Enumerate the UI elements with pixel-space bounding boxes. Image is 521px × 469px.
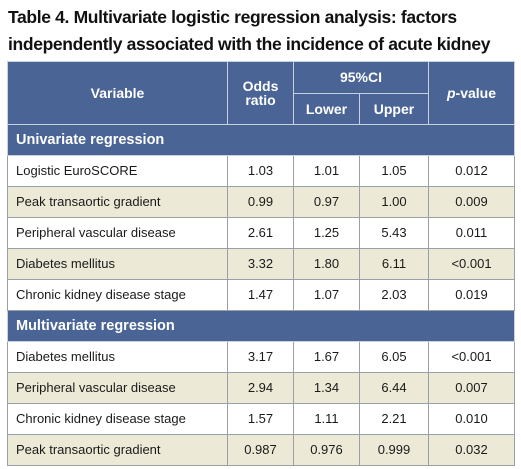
cell-p-value: 0.012 bbox=[428, 155, 515, 187]
header-p-value: p-value bbox=[428, 61, 515, 125]
cell-ci-upper: 6.05 bbox=[359, 341, 429, 373]
table-row: Diabetes mellitus 3.32 1.80 6.11 <0.001 bbox=[7, 248, 515, 280]
cell-ci-lower: 1.11 bbox=[293, 403, 360, 435]
section-title: Multivariate regression bbox=[7, 310, 515, 342]
header-odds-ratio-line1: Odds bbox=[242, 78, 279, 94]
cell-ci-upper: 5.43 bbox=[359, 217, 429, 249]
table-row: Peak transaortic gradient 0.99 0.97 1.00 0.0… bbox=[7, 186, 515, 218]
table-row: Chronic kidney disease stage 1.57 1.11 2.21… bbox=[7, 403, 515, 435]
header-odds-ratio: Odds ratio bbox=[227, 61, 294, 125]
cell-ci-upper: 6.11 bbox=[359, 248, 429, 280]
cell-variable: Peak transaortic gradient bbox=[7, 186, 228, 218]
header-lower: Lower bbox=[293, 92, 360, 125]
cell-p-value: <0.001 bbox=[428, 248, 515, 280]
cell-variable: Peripheral vascular disease bbox=[7, 217, 228, 249]
cell-ci-lower: 0.97 bbox=[293, 186, 360, 218]
header-95ci: 95%CI bbox=[293, 61, 429, 94]
cell-ci-upper: 6.44 bbox=[359, 372, 429, 404]
cell-p-value: <0.001 bbox=[428, 341, 515, 373]
caption-line-1: Table 4. Multivariate logistic regressio… bbox=[8, 7, 457, 27]
table-row: Diabetes mellitus 3.17 1.67 6.05 <0.001 bbox=[7, 341, 515, 373]
cell-ci-lower: 1.34 bbox=[293, 372, 360, 404]
cell-variable: Chronic kidney disease stage bbox=[7, 403, 228, 435]
cell-ci-upper: 2.03 bbox=[359, 279, 429, 311]
table-header: Variable Odds ratio 95%CI p-value Lower … bbox=[7, 61, 515, 125]
section-title: Univariate regression bbox=[7, 124, 515, 156]
cell-odds-ratio: 0.99 bbox=[227, 186, 294, 218]
cell-variable: Diabetes mellitus bbox=[7, 248, 228, 280]
table-row: Chronic kidney disease stage 1.47 1.07 2.03… bbox=[7, 279, 515, 311]
cell-ci-lower: 1.07 bbox=[293, 279, 360, 311]
table-row: Logistic EuroSCORE 1.03 1.01 1.05 0.012 bbox=[7, 155, 515, 187]
cell-ci-upper: 1.00 bbox=[359, 186, 429, 218]
cell-variable: Chronic kidney disease stage bbox=[7, 279, 228, 311]
cell-p-value: 0.032 bbox=[428, 434, 515, 466]
cell-ci-upper: 0.999 bbox=[359, 434, 429, 466]
cell-ci-lower: 1.67 bbox=[293, 341, 360, 373]
cell-variable: Diabetes mellitus bbox=[7, 341, 228, 373]
header-p-italic: p bbox=[446, 85, 456, 101]
cell-odds-ratio: 3.17 bbox=[227, 341, 294, 373]
cell-p-value: 0.011 bbox=[428, 217, 515, 249]
cell-variable: Peripheral vascular disease bbox=[7, 372, 228, 404]
cell-odds-ratio: 1.47 bbox=[227, 279, 294, 311]
regression-table: Variable Odds ratio 95%CI p-value Lower … bbox=[7, 61, 515, 466]
header-odds-ratio-line2: ratio bbox=[245, 92, 276, 108]
table-row: Peripheral vascular disease 2.61 1.25 5.43 0… bbox=[7, 217, 515, 249]
cell-ci-lower: 1.01 bbox=[293, 155, 360, 187]
cell-odds-ratio: 2.61 bbox=[227, 217, 294, 249]
cell-odds-ratio: 1.03 bbox=[227, 155, 294, 187]
cell-ci-lower: 1.25 bbox=[293, 217, 360, 249]
cell-odds-ratio: 1.57 bbox=[227, 403, 294, 435]
cell-odds-ratio: 2.94 bbox=[227, 372, 294, 404]
cell-odds-ratio: 3.32 bbox=[227, 248, 294, 280]
table-body: Univariate regression Logistic EuroSCORE 1… bbox=[7, 124, 515, 466]
cell-p-value: 0.007 bbox=[428, 372, 515, 404]
section-row: Multivariate regression bbox=[7, 310, 515, 342]
cell-ci-upper: 2.21 bbox=[359, 403, 429, 435]
header-variable: Variable bbox=[7, 61, 228, 125]
cell-p-value: 0.019 bbox=[428, 279, 515, 311]
table-row: Peripheral vascular disease 2.94 1.34 6.44 0… bbox=[7, 372, 515, 404]
header-upper: Upper bbox=[359, 92, 429, 125]
section-row: Univariate regression bbox=[7, 124, 515, 156]
cell-variable: Peak transaortic gradient bbox=[7, 434, 228, 466]
cell-ci-lower: 1.80 bbox=[293, 248, 360, 280]
cell-ci-upper: 1.05 bbox=[359, 155, 429, 187]
header-p-rest: -value bbox=[455, 85, 497, 101]
cell-p-value: 0.010 bbox=[428, 403, 515, 435]
table-row: Peak transaortic gradient 0.987 0.976 0.999… bbox=[7, 434, 515, 466]
cell-ci-lower: 0.976 bbox=[293, 434, 360, 466]
cell-odds-ratio: 0.987 bbox=[227, 434, 294, 466]
cell-p-value: 0.009 bbox=[428, 186, 515, 218]
cell-variable: Logistic EuroSCORE bbox=[7, 155, 228, 187]
